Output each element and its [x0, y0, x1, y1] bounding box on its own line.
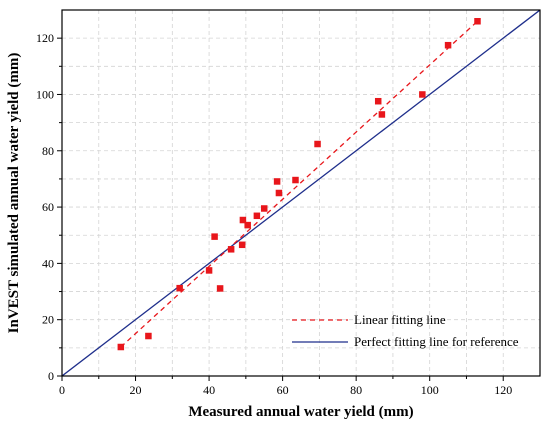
data-point: [444, 41, 452, 49]
axis-ticks: 0 20 40 60 80 100 120 0 20 40 60 80 100 120: [36, 31, 512, 397]
x-tick-label: 80: [350, 383, 362, 397]
reference-line-layer: [62, 10, 540, 376]
plot-frame: [61, 9, 541, 377]
data-point: [176, 284, 183, 292]
data-point: [227, 246, 235, 253]
y-axis-label: InVEST simulated annual water yield (mm): [6, 53, 22, 334]
data-point: [275, 189, 283, 197]
grid: [62, 10, 540, 376]
y-tick-label: 60: [42, 200, 54, 214]
y-tick-label: 120: [36, 31, 54, 45]
data-point: [211, 233, 218, 240]
data-point: [419, 91, 426, 98]
x-tick-label: 100: [421, 383, 439, 397]
y-tick-label: 20: [42, 313, 54, 327]
data-point: [239, 216, 247, 224]
x-axis-label: Measured annual water yield (mm): [188, 404, 413, 420]
linear-fit-line: [120, 20, 478, 348]
y-tick-label: 40: [42, 256, 54, 270]
x-tick-label: 40: [203, 383, 215, 397]
legend-ref-label: Perfect fitting line for reference: [354, 334, 519, 349]
data-point: [244, 221, 251, 229]
data-point: [253, 212, 261, 220]
data-point: [216, 285, 224, 292]
data-point: [117, 343, 125, 351]
data-point: [205, 267, 213, 274]
data-point: [273, 178, 281, 185]
data-point: [378, 111, 386, 118]
x-tick-label: 0: [59, 383, 65, 397]
y-tick-label: 0: [48, 369, 54, 383]
data-point: [474, 18, 481, 25]
data-point: [238, 241, 246, 249]
x-tick-label: 20: [130, 383, 142, 397]
y-tick-label: 100: [36, 87, 54, 101]
legend: Linear fitting line Perfect fitting line…: [292, 312, 519, 349]
x-tick-label: 120: [494, 383, 512, 397]
data-point: [314, 140, 321, 148]
y-tick-label: 80: [42, 144, 54, 158]
x-tick-label: 60: [277, 383, 289, 397]
data-point: [374, 97, 382, 105]
data-point: [292, 176, 299, 184]
fit-line-layer: [120, 20, 478, 348]
legend-fit-label: Linear fitting line: [354, 312, 446, 327]
data-points: [117, 18, 481, 351]
data-point: [145, 332, 152, 340]
perfect-fit-line: [62, 10, 540, 376]
data-point: [260, 205, 268, 212]
